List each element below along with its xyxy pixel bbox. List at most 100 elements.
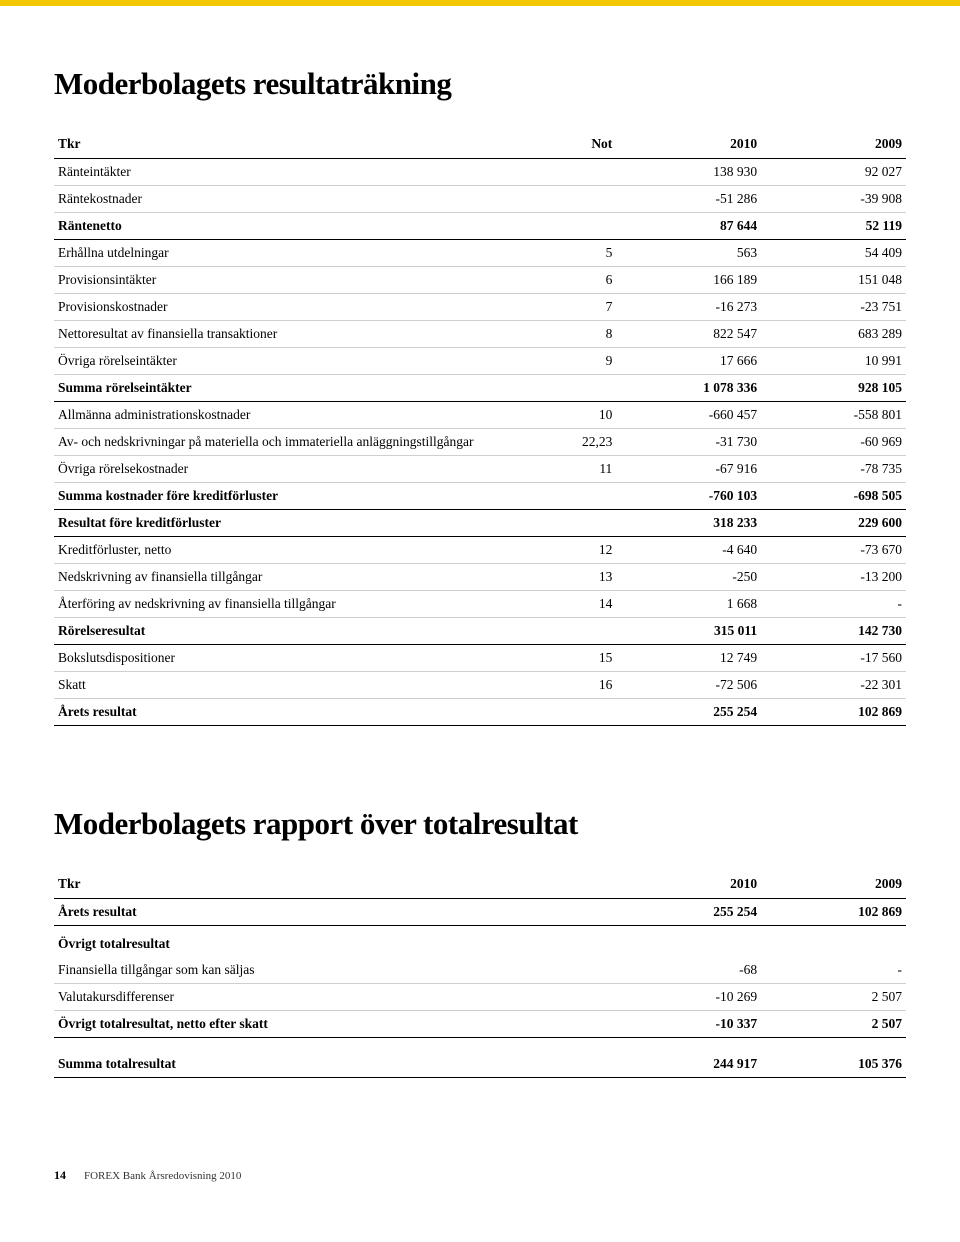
table-cell <box>616 926 761 958</box>
table1-header-2009: 2009 <box>761 130 906 159</box>
table-cell: -13 200 <box>761 564 906 591</box>
table-row: Nedskrivning av finansiella tillgångar13… <box>54 564 906 591</box>
table-cell: 92 027 <box>761 159 906 186</box>
table-cell: 54 409 <box>761 240 906 267</box>
table-cell: 102 869 <box>761 699 906 726</box>
table-cell: Övrigt totalresultat <box>54 926 616 958</box>
table-cell <box>531 618 616 645</box>
table2-header-row: Tkr 2010 2009 <box>54 870 906 899</box>
table-row: Provisionsintäkter6166 189151 048 <box>54 267 906 294</box>
table-row: Ränteintäkter 138 93092 027 <box>54 159 906 186</box>
table-cell: 87 644 <box>616 213 761 240</box>
table-cell: 1 078 336 <box>616 375 761 402</box>
table-cell: 10 <box>531 402 616 429</box>
table-row: Räntekostnader-51 286-39 908 <box>54 186 906 213</box>
table-cell: Övriga rörelseintäkter <box>54 348 531 375</box>
table-cell: Summa rörelseintäkter <box>54 375 531 402</box>
table-row: Resultat före kreditförluster318 233229 … <box>54 510 906 537</box>
table-row: Summa totalresultat244 917105 376 <box>54 1038 906 1078</box>
page-content: Moderbolagets resultaträkning Tkr Not 20… <box>0 6 960 1213</box>
table-cell: Övriga rörelsekostnader <box>54 456 531 483</box>
table-cell <box>531 375 616 402</box>
table-cell: 563 <box>616 240 761 267</box>
table-cell: Summa totalresultat <box>54 1038 616 1078</box>
comprehensive-income-table: Tkr 2010 2009 Årets resultat255 254102 8… <box>54 870 906 1078</box>
table-cell: Räntekostnader <box>54 186 531 213</box>
table-cell: 12 749 <box>616 645 761 672</box>
page-number: 14 <box>54 1168 66 1183</box>
table-cell: 683 289 <box>761 321 906 348</box>
table-cell: Provisionskostnader <box>54 294 531 321</box>
table1-header-row: Tkr Not 2010 2009 <box>54 130 906 159</box>
section2-title: Moderbolagets rapport över totalresultat <box>54 806 906 842</box>
table-cell: Räntenetto <box>54 213 531 240</box>
table-cell: Bokslutsdispositioner <box>54 645 531 672</box>
table-cell: 6 <box>531 267 616 294</box>
table-cell: -250 <box>616 564 761 591</box>
table-cell: Ränteintäkter <box>54 159 531 186</box>
table-cell: 244 917 <box>616 1038 761 1078</box>
table-cell: Rörelseresultat <box>54 618 531 645</box>
table-cell: -68 <box>616 957 761 984</box>
table-row: Kreditförluster, netto12-4 640-73 670 <box>54 537 906 564</box>
table-cell: Summa kostnader före kreditförluster <box>54 483 531 510</box>
table-row: Nettoresultat av finansiella transaktion… <box>54 321 906 348</box>
page-footer: 14 FOREX Bank Årsredovisning 2010 <box>54 1168 906 1183</box>
table-cell: Nedskrivning av finansiella tillgångar <box>54 564 531 591</box>
table-cell <box>531 213 616 240</box>
table-row: Årets resultat255 254102 869 <box>54 699 906 726</box>
table-cell <box>761 926 906 958</box>
table-cell: Allmänna administrationskostnader <box>54 402 531 429</box>
table-cell: 11 <box>531 456 616 483</box>
table-cell: 13 <box>531 564 616 591</box>
table-cell: Skatt <box>54 672 531 699</box>
table-row: Finansiella tillgångar som kan säljas-68… <box>54 957 906 984</box>
table-row: Räntenetto 87 64452 119 <box>54 213 906 240</box>
table-cell: 52 119 <box>761 213 906 240</box>
table-cell: - <box>761 591 906 618</box>
table2-header-tkr: Tkr <box>54 870 616 899</box>
table-cell: -73 670 <box>761 537 906 564</box>
table-row: Återföring av nedskrivning av finansiell… <box>54 591 906 618</box>
table-cell: -16 273 <box>616 294 761 321</box>
table-cell: 14 <box>531 591 616 618</box>
table-cell: Av- och nedskrivningar på materiella och… <box>54 429 531 456</box>
table-cell: 151 048 <box>761 267 906 294</box>
table-cell: -78 735 <box>761 456 906 483</box>
table-row: Övrigt totalresultat, netto efter skatt-… <box>54 1011 906 1038</box>
table-cell: 102 869 <box>761 899 906 926</box>
table-cell: -39 908 <box>761 186 906 213</box>
table-cell: Kreditförluster, netto <box>54 537 531 564</box>
table-cell: 142 730 <box>761 618 906 645</box>
section1-title: Moderbolagets resultaträkning <box>54 66 906 102</box>
table1-header-tkr: Tkr <box>54 130 531 159</box>
table-row: Allmänna administrationskostnader10-660 … <box>54 402 906 429</box>
table-cell: -558 801 <box>761 402 906 429</box>
table2-header-2010: 2010 <box>616 870 761 899</box>
table-cell: -10 269 <box>616 984 761 1011</box>
table-cell: -17 560 <box>761 645 906 672</box>
table-cell: 22,23 <box>531 429 616 456</box>
footer-text: FOREX Bank Årsredovisning 2010 <box>84 1170 241 1182</box>
table-cell: 7 <box>531 294 616 321</box>
table-cell: 12 <box>531 537 616 564</box>
table-cell: 9 <box>531 348 616 375</box>
table-cell <box>531 510 616 537</box>
table-cell: 138 930 <box>616 159 761 186</box>
table-cell: 17 666 <box>616 348 761 375</box>
table-cell: Valutakursdifferenser <box>54 984 616 1011</box>
table-cell: 16 <box>531 672 616 699</box>
table-cell: -10 337 <box>616 1011 761 1038</box>
table-cell: -698 505 <box>761 483 906 510</box>
table2-header-2009: 2009 <box>761 870 906 899</box>
table-cell: 2 507 <box>761 1011 906 1038</box>
table1-header-not: Not <box>531 130 616 159</box>
table-cell: 315 011 <box>616 618 761 645</box>
table-cell: -4 640 <box>616 537 761 564</box>
table-cell: 1 668 <box>616 591 761 618</box>
table-cell: Övrigt totalresultat, netto efter skatt <box>54 1011 616 1038</box>
table-cell: 15 <box>531 645 616 672</box>
table-cell: - <box>761 957 906 984</box>
table-cell: 166 189 <box>616 267 761 294</box>
table-cell: -72 506 <box>616 672 761 699</box>
